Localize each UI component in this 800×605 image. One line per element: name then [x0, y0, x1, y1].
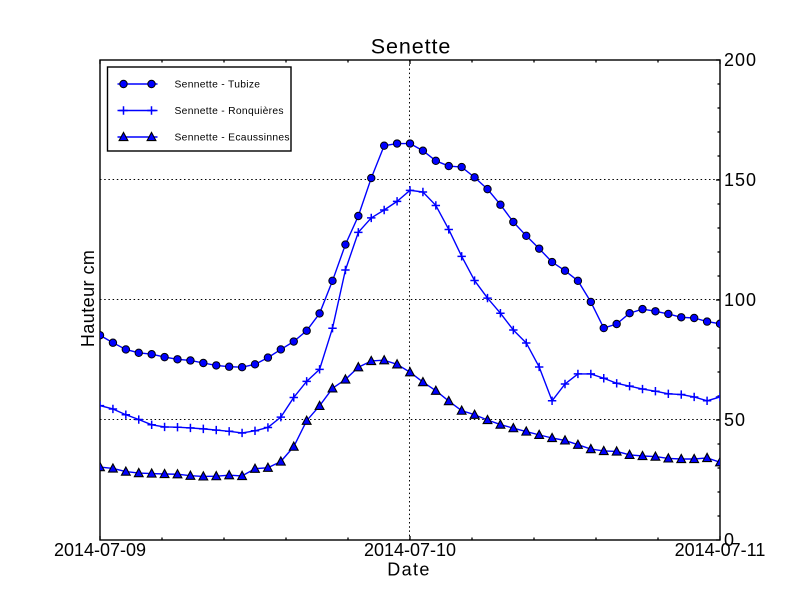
svg-text:150: 150 — [724, 170, 757, 190]
svg-text:Sennette - Ecaussinnes: Sennette - Ecaussinnes — [175, 133, 290, 144]
svg-text:2014-07-11: 2014-07-11 — [675, 540, 766, 560]
svg-text:50: 50 — [724, 410, 746, 430]
svg-text:Date: Date — [387, 560, 431, 580]
svg-text:Sennette - Ronquières: Sennette - Ronquières — [175, 106, 284, 117]
svg-text:2014-07-09: 2014-07-09 — [54, 540, 146, 560]
svg-text:0: 0 — [724, 530, 735, 550]
svg-text:2014-07-10: 2014-07-10 — [364, 540, 456, 560]
svg-text:200: 200 — [724, 50, 757, 70]
svg-text:100: 100 — [724, 290, 757, 310]
svg-text:Hauteur cm: Hauteur cm — [78, 250, 98, 348]
svg-text:Senette: Senette — [371, 35, 451, 59]
svg-text:Sennette - Tubize: Sennette - Tubize — [175, 80, 261, 91]
